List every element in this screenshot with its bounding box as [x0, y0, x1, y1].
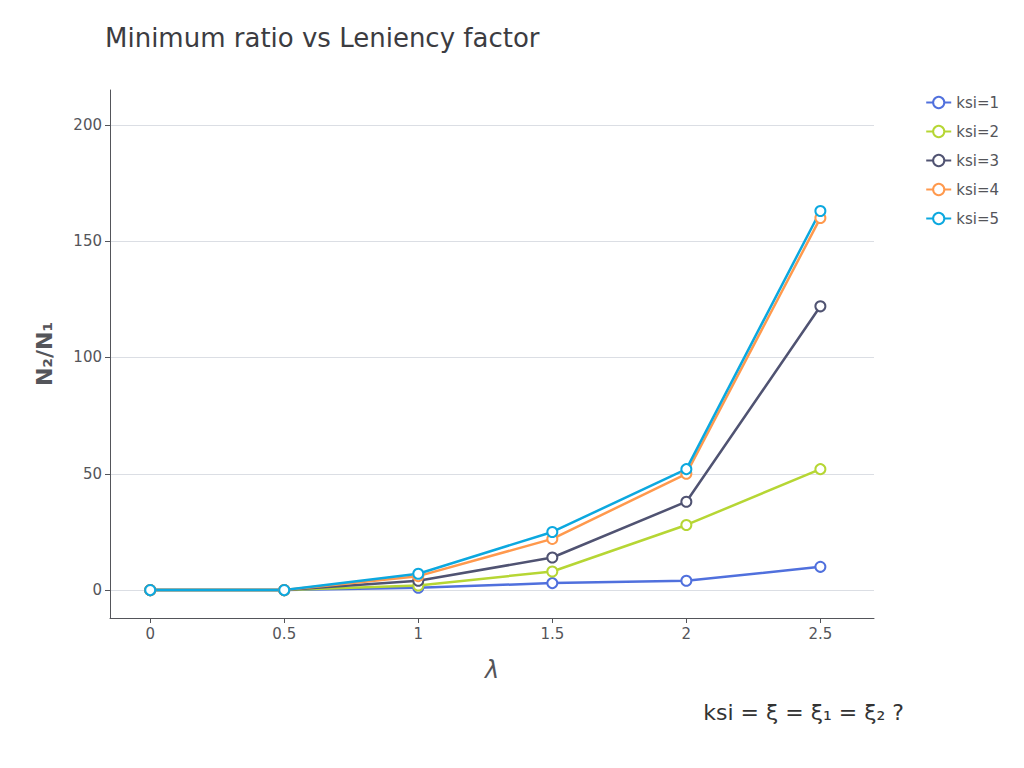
svg-text:ksi=5: ksi=5: [956, 210, 999, 228]
svg-text:Minimum ratio vs Leniency fact: Minimum ratio vs Leniency factor: [105, 23, 540, 53]
svg-text:ksi=2: ksi=2: [956, 123, 999, 141]
svg-text:200: 200: [73, 116, 102, 134]
svg-text:1: 1: [414, 625, 424, 643]
svg-text:ksi = ξ = ξ₁ = ξ₂ ?: ksi = ξ = ξ₁ = ξ₂ ?: [703, 700, 904, 725]
svg-text:ksi=4: ksi=4: [956, 181, 999, 199]
svg-text:0: 0: [145, 625, 155, 643]
svg-text:150: 150: [73, 232, 102, 250]
svg-text:0.5: 0.5: [272, 625, 296, 643]
svg-text:ksi=1: ksi=1: [956, 94, 999, 112]
svg-text:100: 100: [73, 348, 102, 366]
svg-text:ksi=3: ksi=3: [956, 152, 999, 170]
svg-text:2: 2: [682, 625, 692, 643]
svg-text:N₂/N₁: N₂/N₁: [32, 322, 57, 386]
svg-text:0: 0: [92, 581, 102, 599]
svg-text:λ: λ: [483, 656, 499, 684]
svg-text:2.5: 2.5: [808, 625, 832, 643]
svg-text:1.5: 1.5: [540, 625, 564, 643]
svg-text:50: 50: [83, 465, 102, 483]
